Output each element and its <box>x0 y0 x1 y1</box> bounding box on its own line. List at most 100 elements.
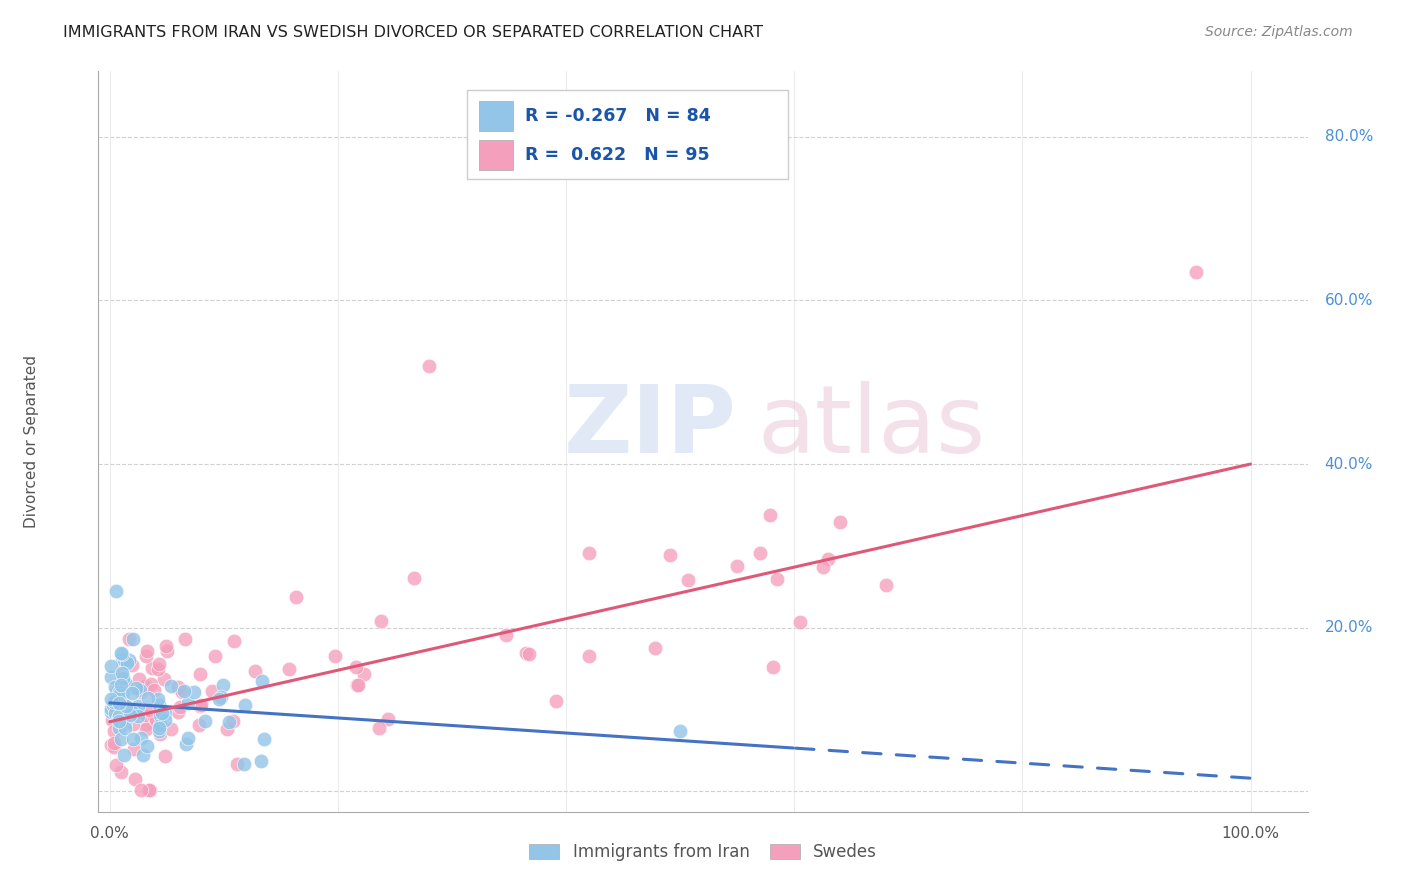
Point <box>658 548 681 562</box>
Point <box>148 724 170 739</box>
Point <box>114 721 136 735</box>
Point <box>284 590 307 604</box>
Text: atlas: atlas <box>758 381 986 473</box>
Point <box>252 673 274 688</box>
Text: 80.0%: 80.0% <box>1324 129 1374 145</box>
Point <box>136 739 159 753</box>
Point <box>323 649 346 664</box>
Text: R =  0.622   N = 95: R = 0.622 N = 95 <box>526 146 710 164</box>
Point <box>111 672 134 686</box>
Point <box>138 703 160 717</box>
Point <box>108 677 131 691</box>
Point <box>370 614 392 628</box>
Legend: Immigrants from Iran, Swedes: Immigrants from Iran, Swedes <box>524 838 882 866</box>
Point <box>108 721 131 735</box>
Point <box>121 658 143 673</box>
Point <box>495 628 517 642</box>
Text: Source: ZipAtlas.com: Source: ZipAtlas.com <box>1205 25 1353 39</box>
Point <box>103 695 125 709</box>
Point <box>143 683 166 698</box>
Point <box>100 702 122 716</box>
Point <box>112 675 135 690</box>
Point <box>208 691 231 706</box>
Point <box>118 632 141 646</box>
Point <box>108 685 131 699</box>
Point <box>243 664 266 678</box>
Point <box>103 706 125 720</box>
Point <box>368 721 391 735</box>
Point <box>253 732 276 747</box>
Point <box>148 721 170 735</box>
FancyBboxPatch shape <box>467 90 787 178</box>
Point <box>128 683 150 698</box>
Point <box>127 709 149 723</box>
Point <box>766 572 789 586</box>
Point <box>209 690 232 704</box>
Point <box>517 647 540 661</box>
Point <box>121 632 143 646</box>
Point <box>125 705 148 719</box>
Point <box>121 705 143 719</box>
Point <box>129 731 152 745</box>
Point <box>155 748 177 763</box>
Point <box>170 684 193 698</box>
Point <box>115 677 138 691</box>
Point <box>110 764 132 779</box>
Text: 60.0%: 60.0% <box>1324 293 1374 308</box>
Text: 20.0%: 20.0% <box>1324 620 1374 635</box>
Point <box>169 699 191 714</box>
Point <box>817 552 839 566</box>
Point <box>188 667 211 681</box>
Point <box>121 706 143 721</box>
Point <box>122 717 145 731</box>
Point <box>107 709 129 723</box>
Point <box>149 708 172 723</box>
Point <box>105 758 128 772</box>
Point <box>138 783 160 797</box>
Point <box>101 713 124 727</box>
Point <box>173 632 195 646</box>
Point <box>100 738 122 752</box>
Point <box>112 747 135 762</box>
Point <box>107 713 129 727</box>
Point <box>152 706 174 720</box>
Point <box>377 712 399 726</box>
Point <box>105 684 128 698</box>
Point <box>110 646 132 660</box>
Point <box>112 710 135 724</box>
Point <box>122 741 145 756</box>
Point <box>108 714 131 728</box>
Point <box>104 702 127 716</box>
Point <box>139 783 162 797</box>
Point <box>344 660 367 674</box>
Point <box>155 640 177 654</box>
Point <box>105 691 128 706</box>
Point <box>222 714 245 728</box>
Point <box>146 662 169 676</box>
Point <box>148 727 170 741</box>
Point <box>353 667 375 681</box>
Point <box>143 710 166 724</box>
Text: ZIP: ZIP <box>564 381 737 473</box>
Point <box>277 662 299 676</box>
Point <box>166 680 188 694</box>
Point <box>111 695 134 709</box>
Point <box>141 676 163 690</box>
Point <box>830 516 852 530</box>
Point <box>153 672 176 686</box>
Point <box>515 646 537 660</box>
Point <box>173 684 195 698</box>
Point <box>127 698 149 713</box>
Point <box>183 685 205 699</box>
Point <box>110 678 132 692</box>
Text: IMMIGRANTS FROM IRAN VS SWEDISH DIVORCED OR SEPARATED CORRELATION CHART: IMMIGRANTS FROM IRAN VS SWEDISH DIVORCED… <box>63 25 763 40</box>
Point <box>135 708 157 723</box>
Point <box>578 546 600 560</box>
Point <box>875 578 897 592</box>
Point <box>177 696 200 710</box>
Point <box>148 692 170 706</box>
Point <box>103 736 125 750</box>
Point <box>103 724 125 739</box>
Point <box>418 359 440 373</box>
Point <box>111 647 134 661</box>
